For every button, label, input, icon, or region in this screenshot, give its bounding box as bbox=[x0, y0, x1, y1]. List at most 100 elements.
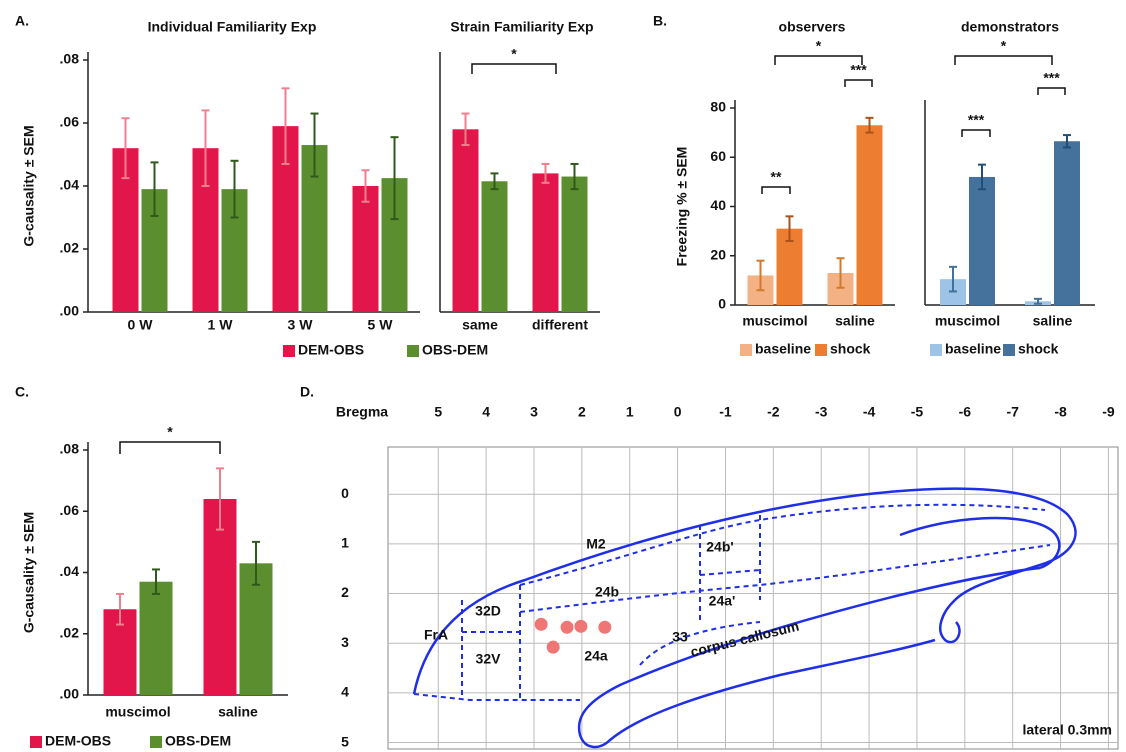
bar bbox=[562, 177, 588, 312]
x-tick-label: 5 bbox=[434, 404, 442, 420]
x-axis-label: Bregma bbox=[336, 404, 388, 420]
x-tick-label: muscimol bbox=[742, 313, 807, 329]
legend-label: baseline bbox=[945, 341, 1001, 357]
y-tick-label: .06 bbox=[60, 502, 80, 518]
x-tick-label: muscimol bbox=[935, 313, 1000, 329]
legend-label: baseline bbox=[755, 341, 811, 357]
y-axis-label: G-causality ± SEM bbox=[21, 125, 37, 246]
significance-label: ** bbox=[771, 169, 782, 185]
recording-site bbox=[574, 620, 587, 633]
outline bbox=[900, 518, 1059, 568]
x-tick-label: -3 bbox=[815, 404, 828, 420]
significance-bracket bbox=[1038, 88, 1065, 95]
significance-bracket bbox=[120, 442, 220, 454]
panel-label: A. bbox=[15, 13, 29, 29]
x-tick-label: 1 bbox=[626, 404, 634, 420]
chart-title: Individual Familiarity Exp bbox=[148, 19, 317, 35]
recording-site bbox=[561, 621, 574, 634]
x-tick-label: 5 W bbox=[368, 317, 394, 333]
bar bbox=[533, 173, 559, 312]
y-tick-label: 60 bbox=[710, 148, 726, 164]
y-tick-label: 0 bbox=[341, 485, 349, 501]
x-tick-label: 3 bbox=[530, 404, 538, 420]
x-tick-label: -5 bbox=[911, 404, 924, 420]
y-tick-label: 80 bbox=[710, 99, 726, 115]
x-tick-label: -6 bbox=[959, 404, 972, 420]
x-tick-label: different bbox=[532, 317, 588, 333]
recording-site bbox=[547, 641, 560, 654]
y-tick-label: 4 bbox=[341, 684, 349, 700]
y-tick-label: .02 bbox=[60, 240, 80, 256]
legend-swatch bbox=[1003, 344, 1015, 356]
significance-label: *** bbox=[968, 112, 985, 128]
panel-label: C. bbox=[15, 384, 29, 400]
x-tick-label: 2 bbox=[578, 404, 586, 420]
y-tick-label: 20 bbox=[710, 246, 726, 262]
legend-label: shock bbox=[1018, 341, 1059, 357]
significance-bracket bbox=[775, 56, 862, 65]
legend-swatch bbox=[150, 736, 162, 748]
x-tick-label: muscimol bbox=[105, 704, 170, 720]
x-tick-label: -8 bbox=[1054, 404, 1067, 420]
y-tick-label: 3 bbox=[341, 634, 349, 650]
legend-label: OBS-DEM bbox=[422, 342, 488, 358]
significance-label: *** bbox=[850, 62, 867, 78]
x-tick-label: -2 bbox=[767, 404, 780, 420]
significance-bracket bbox=[762, 187, 790, 194]
significance-bracket bbox=[472, 64, 556, 74]
significance-label: * bbox=[1001, 38, 1007, 54]
y-tick-label: .00 bbox=[60, 686, 80, 702]
y-tick-label: .04 bbox=[60, 563, 80, 579]
region-label: 32V bbox=[476, 651, 502, 667]
significance-bracket bbox=[955, 56, 1052, 65]
legend-swatch bbox=[740, 344, 752, 356]
bar bbox=[353, 186, 379, 312]
significance-bracket bbox=[845, 80, 872, 87]
y-tick-label: 5 bbox=[341, 733, 349, 749]
x-tick-label: saline bbox=[835, 313, 875, 329]
panel-label: D. bbox=[300, 384, 314, 400]
legend-label: shock bbox=[830, 341, 871, 357]
x-tick-label: 0 bbox=[674, 404, 682, 420]
region-label: 24a bbox=[584, 648, 608, 664]
y-tick-label: .08 bbox=[60, 441, 80, 457]
y-tick-label: .04 bbox=[60, 177, 80, 193]
y-tick-label: .06 bbox=[60, 114, 80, 130]
legend-swatch bbox=[930, 344, 942, 356]
figure: A. Individual Familiarity Exp G-causality … bbox=[0, 0, 1126, 752]
y-tick-label: 2 bbox=[341, 584, 349, 600]
y-axis-label: Freezing % ± SEM bbox=[674, 147, 690, 267]
region-label: 33 bbox=[672, 629, 688, 645]
chart-title: observers bbox=[779, 19, 846, 35]
significance-bracket bbox=[962, 130, 990, 137]
significance-label: *** bbox=[1043, 70, 1060, 86]
chart-title: Strain Familiarity Exp bbox=[450, 19, 593, 35]
x-tick-label: -7 bbox=[1006, 404, 1019, 420]
region-label: corpus callosum bbox=[689, 618, 801, 660]
y-tick-label: 0 bbox=[718, 296, 726, 312]
brain-outline bbox=[414, 489, 1075, 747]
legend-label: DEM-OBS bbox=[45, 733, 111, 749]
x-tick-label: 0 W bbox=[128, 317, 154, 333]
bar bbox=[969, 177, 995, 305]
significance-label: * bbox=[816, 38, 822, 54]
recording-site bbox=[535, 618, 548, 631]
legend-swatch bbox=[283, 345, 295, 357]
legend-label: OBS-DEM bbox=[165, 733, 231, 749]
significance-label: * bbox=[511, 46, 517, 62]
bar bbox=[482, 181, 508, 312]
x-tick-label: 4 bbox=[482, 404, 490, 420]
y-tick-label: 1 bbox=[341, 535, 349, 551]
region-label: 24a' bbox=[709, 593, 736, 609]
region-label: M2 bbox=[586, 536, 606, 552]
legend-label: DEM-OBS bbox=[298, 342, 364, 358]
legend-swatch bbox=[30, 736, 42, 748]
bar bbox=[453, 129, 479, 312]
panel-label: B. bbox=[653, 13, 667, 29]
x-tick-label: -4 bbox=[863, 404, 876, 420]
x-tick-label: -9 bbox=[1102, 404, 1115, 420]
y-tick-label: 40 bbox=[710, 197, 726, 213]
boundary bbox=[414, 694, 580, 700]
x-tick-label: -1 bbox=[719, 404, 732, 420]
y-axis-label: G-causality ± SEM bbox=[21, 512, 37, 633]
